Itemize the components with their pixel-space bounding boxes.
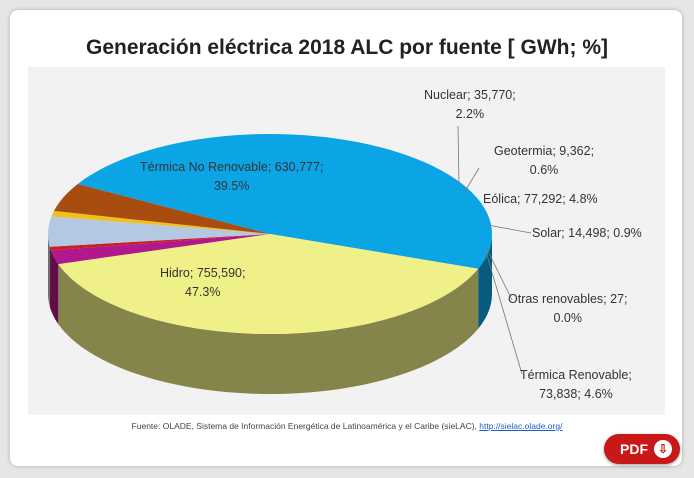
- source-link[interactable]: http://sielac.olade.org/: [479, 421, 563, 431]
- leader-line-4: [485, 251, 523, 375]
- chart-title: Generación eléctrica 2018 ALC por fuente…: [85, 36, 608, 59]
- pie-slice-termica-renovable: [54, 184, 271, 234]
- leader-line-1: [463, 167, 480, 194]
- pie-slice-nuclear: [51, 234, 271, 265]
- pie-side-nuclear: [51, 250, 59, 325]
- data-label-solar: Solar; 14,498; 0.9%: [532, 226, 642, 240]
- pie-side-termica-no-renovable: [58, 264, 479, 394]
- pie-tops: [48, 134, 492, 334]
- source-note: Fuente: OLADE, Sistema de Información En…: [0, 421, 694, 431]
- pie-side-hidro: [478, 234, 492, 329]
- pie-slice-hidro: [77, 134, 492, 269]
- leader-line-3: [485, 246, 513, 301]
- pie-slice-termica-no-renovable: [58, 234, 479, 334]
- pie-slice-otras-renovables: [54, 210, 270, 234]
- data-label-termica-no-renovable: Térmica No Renovable; 630,777; 39.5%: [140, 160, 324, 193]
- source-text: Fuente: OLADE, Sistema de Información En…: [131, 421, 480, 431]
- leader-line-2: [487, 224, 532, 234]
- data-label-otras-renovables: Otras renovables; 27; 0.0%: [508, 292, 628, 325]
- pdf-button-label: PDF: [620, 441, 648, 457]
- leader-line-0: [457, 125, 460, 185]
- pie-side-geotermia: [49, 246, 52, 311]
- download-icon: ⇩: [654, 440, 672, 458]
- data-label-hidro: Hidro; 755,590; 47.3%: [160, 266, 246, 299]
- leader-lines: [457, 125, 532, 375]
- pie-sides: [48, 234, 492, 394]
- data-label-termica-renovable: Térmica Renovable; 73,838; 4.6%: [520, 368, 632, 401]
- pie-side-eolica: [48, 234, 50, 307]
- pie-slice-eolica: [48, 216, 271, 247]
- data-label-geotermia: Geotermia; 9,362; 0.6%: [494, 144, 595, 177]
- data-label-nuclear: Nuclear; 35,770; 2.2%: [424, 88, 516, 121]
- pie-slice-solar: [51, 210, 271, 234]
- data-label-eolica: Eólica; 77,292; 4.8%: [483, 192, 598, 206]
- pie-slice-geotermia: [49, 234, 270, 251]
- pdf-download-button[interactable]: PDF ⇩: [604, 434, 680, 464]
